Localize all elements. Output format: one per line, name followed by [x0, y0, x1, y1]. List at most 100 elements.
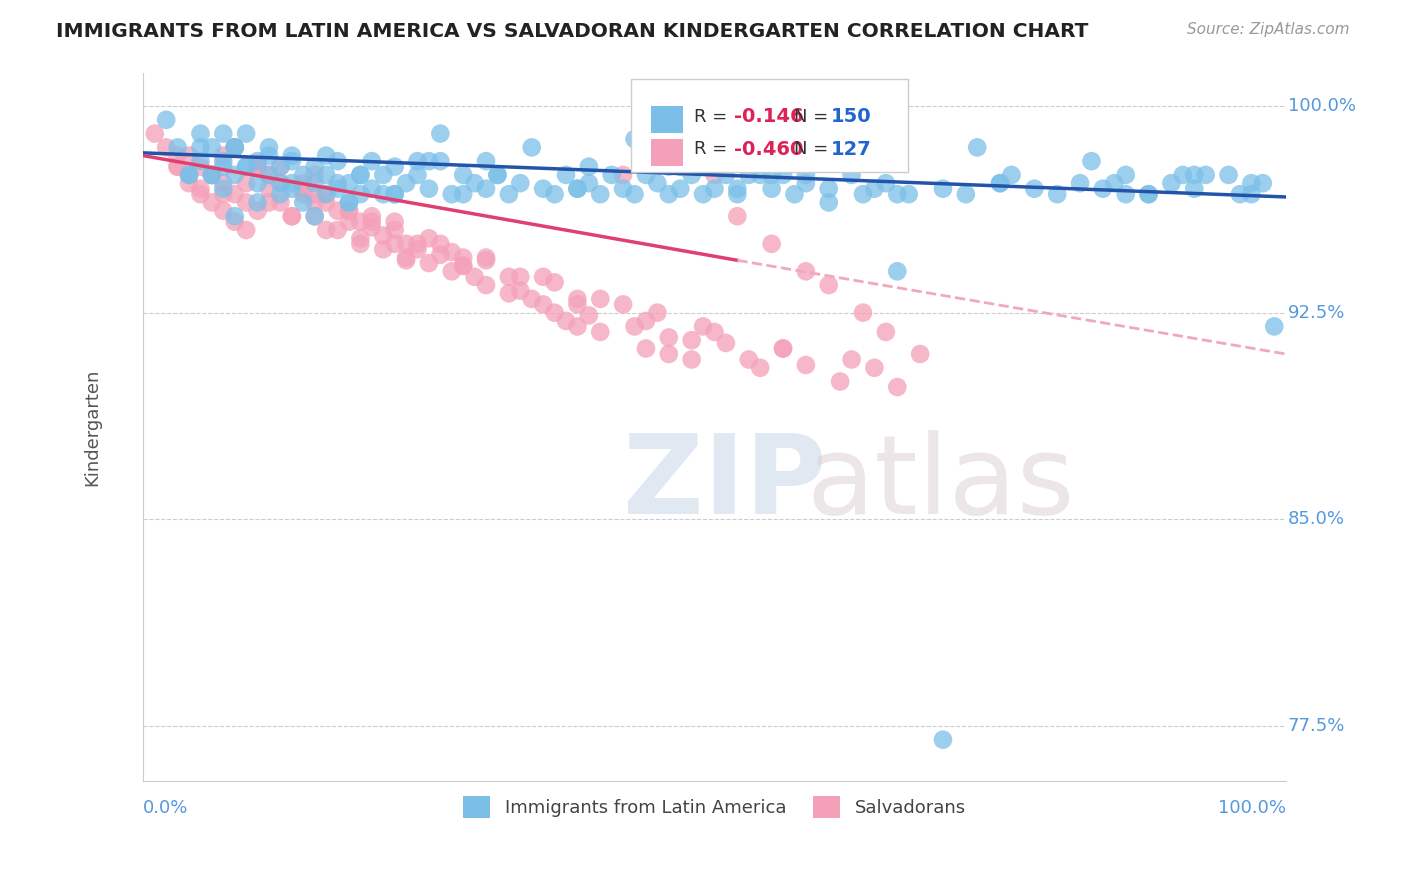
Point	[988, 176, 1011, 190]
Point	[567, 297, 589, 311]
Point	[932, 732, 955, 747]
Bar	[651, 106, 682, 133]
Point	[292, 195, 315, 210]
Point	[486, 168, 509, 182]
Point	[578, 309, 600, 323]
Point	[589, 292, 612, 306]
Point	[349, 236, 371, 251]
Point	[201, 140, 224, 154]
Point	[429, 248, 451, 262]
Text: -0.460: -0.460	[734, 140, 803, 159]
Point	[681, 333, 703, 347]
Point	[1137, 187, 1160, 202]
Point	[406, 242, 429, 256]
Point	[349, 231, 371, 245]
Point	[578, 160, 600, 174]
Point	[281, 209, 304, 223]
Point	[395, 176, 418, 190]
Point	[817, 278, 839, 293]
Text: N =: N =	[794, 108, 835, 126]
Point	[212, 148, 235, 162]
Point	[703, 325, 725, 339]
Point	[212, 203, 235, 218]
Point	[772, 342, 794, 356]
Point	[224, 168, 246, 182]
Point	[509, 176, 531, 190]
Point	[531, 269, 554, 284]
Point	[841, 168, 863, 182]
Point	[201, 168, 224, 182]
Text: 100.0%: 100.0%	[1218, 798, 1285, 817]
Point	[418, 182, 440, 196]
Point	[269, 160, 291, 174]
Point	[1240, 176, 1263, 190]
Point	[177, 168, 200, 182]
Point	[1080, 154, 1102, 169]
Point	[384, 160, 406, 174]
Point	[224, 209, 246, 223]
Point	[681, 352, 703, 367]
Point	[531, 297, 554, 311]
Point	[337, 203, 360, 218]
Point	[714, 335, 737, 350]
Text: 85.0%: 85.0%	[1288, 510, 1346, 528]
Point	[304, 209, 326, 223]
Point	[988, 176, 1011, 190]
Point	[349, 168, 371, 182]
Point	[555, 314, 578, 328]
Point	[155, 112, 177, 127]
Point	[623, 132, 645, 146]
Point	[373, 242, 395, 256]
Point	[269, 195, 291, 210]
Text: IMMIGRANTS FROM LATIN AMERICA VS SALVADORAN KINDERGARTEN CORRELATION CHART: IMMIGRANTS FROM LATIN AMERICA VS SALVADO…	[56, 22, 1088, 41]
Point	[1182, 182, 1205, 196]
Point	[224, 140, 246, 154]
Point	[315, 223, 337, 237]
Point	[246, 176, 269, 190]
Point	[257, 140, 280, 154]
Point	[966, 140, 988, 154]
Point	[451, 168, 474, 182]
Point	[166, 140, 188, 154]
Point	[235, 127, 257, 141]
Point	[498, 187, 520, 202]
Point	[531, 182, 554, 196]
Point	[337, 195, 360, 210]
Point	[543, 276, 565, 290]
Point	[1195, 168, 1218, 182]
Point	[761, 236, 783, 251]
Text: R =: R =	[695, 108, 733, 126]
Point	[177, 176, 200, 190]
Point	[235, 176, 257, 190]
Point	[201, 195, 224, 210]
Point	[235, 195, 257, 210]
Point	[190, 182, 212, 196]
Point	[703, 168, 725, 182]
Point	[177, 148, 200, 162]
Point	[1182, 168, 1205, 182]
Point	[772, 168, 794, 182]
Point	[509, 269, 531, 284]
Point	[612, 297, 634, 311]
Point	[451, 259, 474, 273]
Point	[269, 176, 291, 190]
Point	[384, 187, 406, 202]
Text: 100.0%: 100.0%	[1288, 97, 1355, 115]
Point	[360, 215, 382, 229]
Point	[315, 187, 337, 202]
Point	[406, 236, 429, 251]
Point	[817, 195, 839, 210]
Point	[212, 176, 235, 190]
Bar	[651, 139, 682, 166]
Point	[281, 176, 304, 190]
Point	[201, 168, 224, 182]
Point	[257, 148, 280, 162]
Point	[600, 168, 623, 182]
Point	[235, 160, 257, 174]
Point	[212, 154, 235, 169]
Point	[955, 187, 977, 202]
Point	[246, 195, 269, 210]
Point	[304, 209, 326, 223]
Point	[475, 278, 498, 293]
Point	[658, 347, 681, 361]
